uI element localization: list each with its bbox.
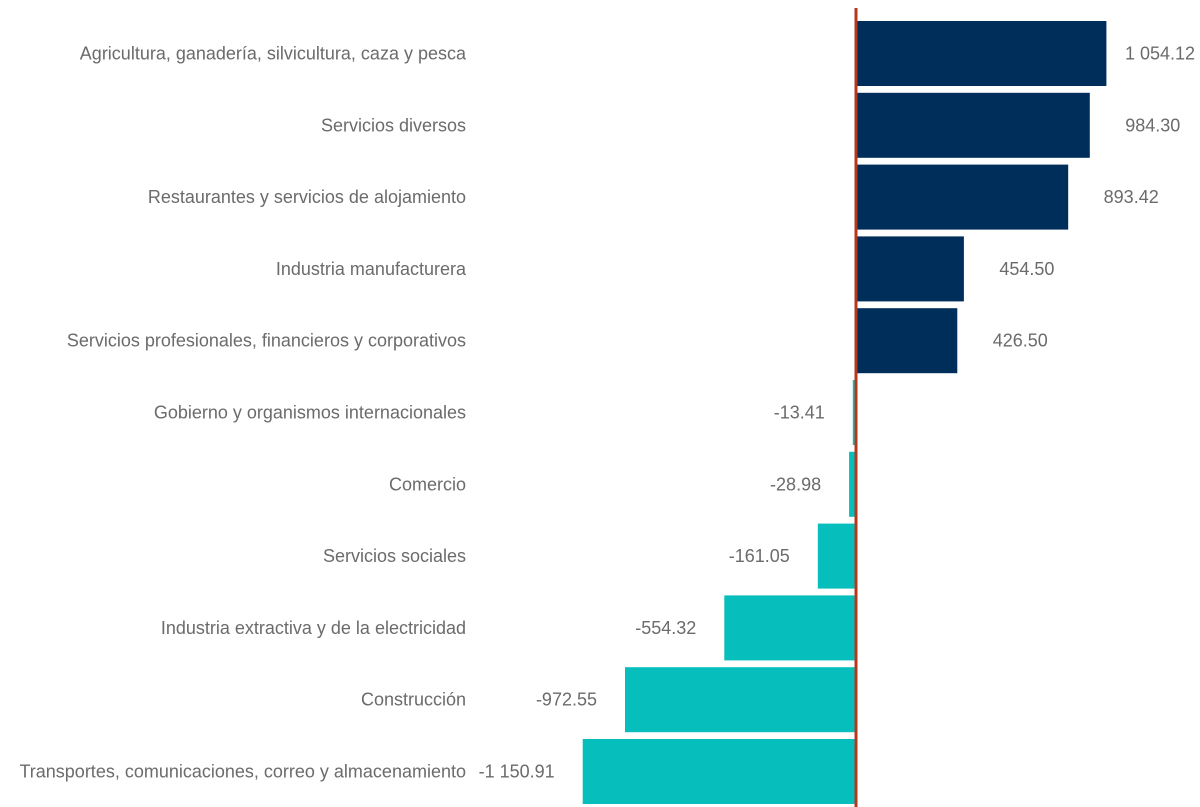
category-labels-group: Agricultura, ganadería, silvicultura, ca… [19,44,467,782]
bar [852,380,856,445]
category-label: Comercio [389,474,466,494]
category-label: Servicios diversos [321,115,466,135]
bar [817,523,856,589]
value-label: -28.98 [770,474,821,494]
category-label: Construcción [361,690,466,710]
value-label: 984.30 [1125,115,1180,135]
value-label: 426.50 [993,331,1048,351]
bar [856,92,1090,158]
category-label: Industria extractiva y de la electricida… [161,618,466,638]
bar [582,739,856,804]
category-label: Agricultura, ganadería, silvicultura, ca… [80,44,467,64]
bar [856,308,958,374]
bar [856,236,964,302]
value-label: -13.41 [774,403,825,423]
bar [856,164,1069,230]
value-label: 893.42 [1104,187,1159,207]
category-label: Industria manufacturera [276,259,467,279]
bar [724,595,856,661]
value-label: -161.05 [729,546,790,566]
category-label: Gobierno y organismos internacionales [154,403,466,423]
value-labels-group: 1 054.12 984.30 893.42 454.50 426.50 -13.41 -2… [479,44,1195,782]
value-label: 1 054.12 [1125,44,1195,64]
value-label: -1 150.91 [479,762,555,782]
value-label: 454.50 [999,259,1054,279]
category-label: Servicios sociales [323,546,466,566]
value-label: -554.32 [635,618,696,638]
bar [849,451,856,517]
bar [856,21,1107,86]
bar [625,667,856,733]
category-label: Restaurantes y servicios de alojamiento [148,187,466,207]
bars-group [582,21,1107,804]
category-label: Transportes, comunicaciones, correo y al… [19,762,466,782]
value-label: -972.55 [536,690,597,710]
category-label: Servicios profesionales, financieros y c… [67,331,466,351]
